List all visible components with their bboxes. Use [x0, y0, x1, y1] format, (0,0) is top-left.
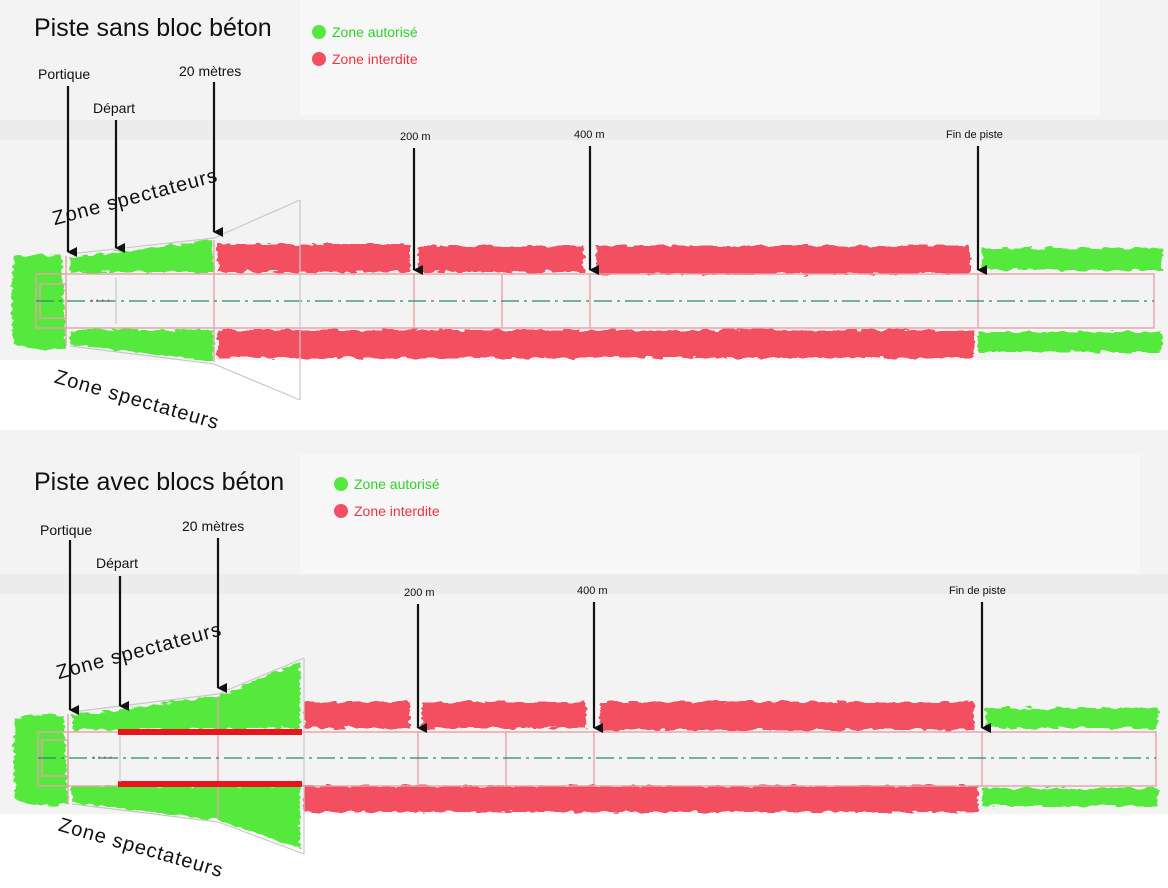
- legend-forbidden-label: Zone interdite: [354, 503, 440, 519]
- allowed-zone-bottom-end: [978, 332, 1162, 352]
- legend-allowed: Zone autorisé: [334, 476, 440, 492]
- forbidden-zone-top-1: [218, 244, 410, 272]
- legend-allowed-swatch: [312, 25, 326, 39]
- marker-label-portique: Portique: [38, 66, 91, 82]
- concrete-blocks: [118, 729, 302, 787]
- diagram-panel-without-blocks: Piste sans bloc béton Zone autorisé Zone…: [0, 14, 1168, 435]
- marker-label-400m: 400 m: [577, 585, 608, 597]
- concrete-block-bottom: [118, 781, 302, 787]
- dots-glyph: • • • •: [90, 296, 110, 306]
- forbidden-zone-bottom: [218, 330, 974, 358]
- track-drawing: • • • •: [13, 538, 1158, 855]
- allowed-zone-bottom-left: [70, 330, 214, 362]
- legend-allowed-label: Zone autorisé: [332, 24, 418, 40]
- allowed-zones: [11, 240, 1162, 362]
- marker-label-20-metres: 20 mètres: [179, 63, 242, 79]
- allowed-zone-bottom-left: [72, 786, 300, 848]
- legend-forbidden-label: Zone interdite: [332, 51, 418, 67]
- marker-label-200m: 200 m: [400, 131, 431, 143]
- marker-label-depart: Départ: [93, 100, 136, 116]
- forbidden-zone-top-3: [600, 702, 974, 730]
- legend-forbidden-swatch: [312, 52, 326, 66]
- legend-forbidden: Zone interdite: [334, 503, 440, 519]
- allowed-zone-start-cap: [13, 714, 68, 806]
- forbidden-zone-top-1: [304, 702, 410, 728]
- allowed-zone-top-left: [70, 240, 214, 272]
- allowed-zones: [13, 662, 1158, 848]
- allowed-zone-start-cap: [11, 254, 66, 350]
- marker-arrows: [68, 538, 991, 733]
- marker-label-depart: Départ: [96, 555, 139, 571]
- marker-arrows: [66, 82, 987, 275]
- legend-forbidden-swatch: [334, 504, 348, 518]
- legend-forbidden: Zone interdite: [312, 51, 418, 67]
- marker-label-fin-de-piste: Fin de piste: [946, 129, 1003, 141]
- forbidden-zones: [304, 702, 978, 812]
- marker-label-20-metres: 20 mètres: [182, 518, 245, 534]
- allowed-zone-top-left: [72, 662, 300, 730]
- marker-label-portique: Portique: [40, 522, 93, 538]
- forbidden-zone-top-2: [422, 702, 586, 728]
- diagram-panel-with-blocks: Piste avec blocs béton Zone autorisé Zon…: [0, 444, 1168, 888]
- marker-label-200m: 200 m: [404, 587, 435, 599]
- allowed-zone-bottom-end: [982, 788, 1158, 806]
- allowed-zone-top-end: [982, 248, 1162, 270]
- marker-label-400m: 400 m: [574, 129, 605, 141]
- allowed-zone-top-end: [986, 708, 1158, 728]
- forbidden-zone-bottom: [304, 786, 978, 812]
- legend-allowed: Zone autorisé: [312, 24, 418, 40]
- concrete-block-top: [118, 729, 302, 735]
- panel-title: Piste sans bloc béton: [34, 14, 272, 42]
- panel-title: Piste avec blocs béton: [34, 468, 285, 496]
- legend-allowed-label: Zone autorisé: [354, 476, 440, 492]
- background-wash: [0, 360, 1168, 430]
- legend-allowed-swatch: [334, 477, 348, 491]
- forbidden-zone-top-2: [418, 246, 584, 272]
- fence-lines: [71, 657, 305, 855]
- dots-glyph: • • • •: [92, 753, 112, 763]
- marker-label-fin-de-piste: Fin de piste: [949, 585, 1006, 597]
- forbidden-zones: [218, 244, 974, 358]
- fence-lines: [69, 199, 301, 401]
- forbidden-zone-top-3: [596, 246, 970, 274]
- track-drawing: • • • •: [11, 82, 1162, 401]
